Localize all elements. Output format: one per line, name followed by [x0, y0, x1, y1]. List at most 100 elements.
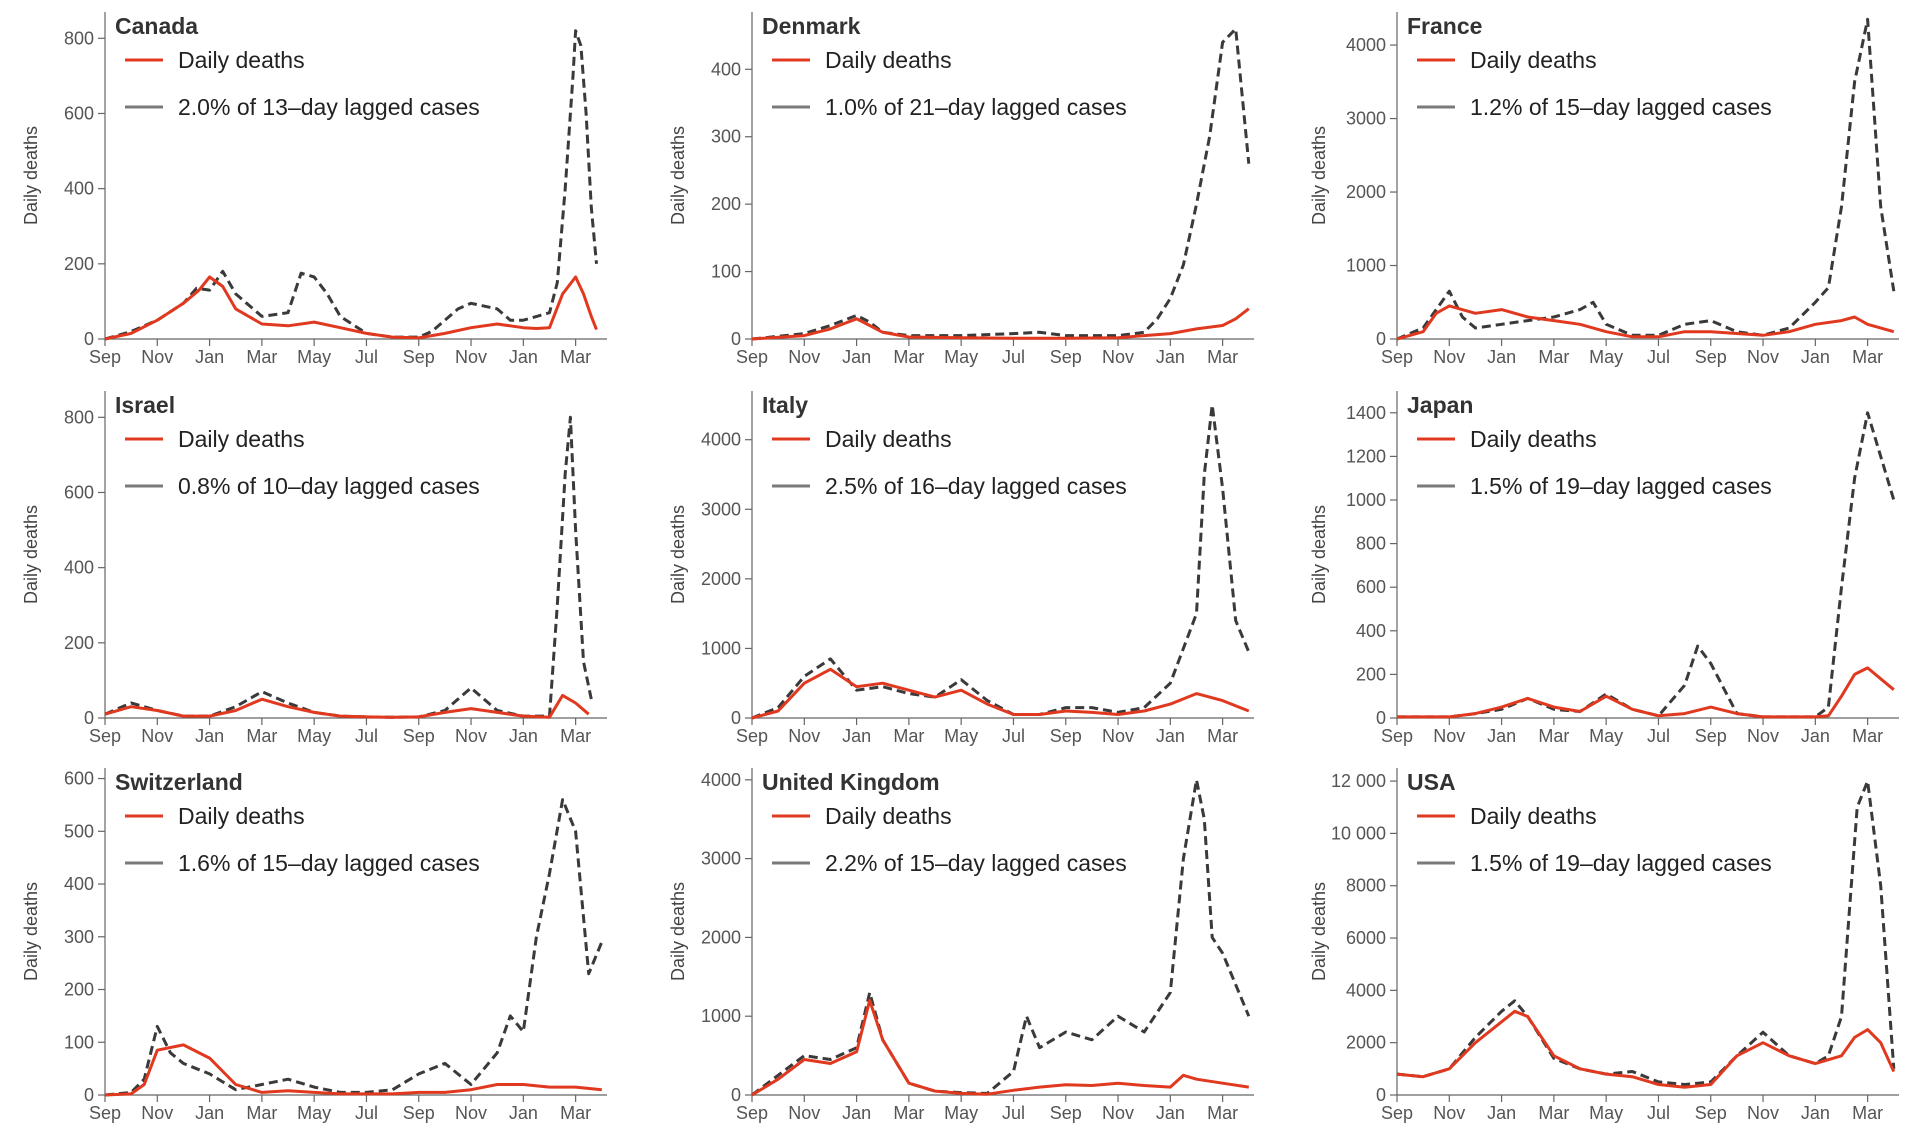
panel-title: Canada: [115, 13, 198, 39]
series-daily-deaths: [1397, 666, 1895, 719]
x-tick-label: Sep: [1695, 726, 1727, 746]
y-tick-label: 200: [711, 194, 741, 214]
panel-title: United Kingdom: [762, 769, 940, 795]
y-axis-label: Daily deaths: [21, 505, 41, 604]
x-tick-label: Jul: [355, 347, 378, 367]
x-tick-label: Nov: [1747, 726, 1779, 746]
legend-label-cases: 1.5% of 19–day lagged cases: [1470, 850, 1772, 876]
x-tick-label: Nov: [1747, 347, 1779, 367]
series-lagged-cases: [1397, 411, 1896, 719]
x-tick-label: Nov: [1102, 347, 1134, 367]
x-tick-label: Nov: [1102, 726, 1134, 746]
panel-usa: 0 2000 4000 6000 8000 10 000 12 000 Sep Nov Jan Ma…: [1309, 768, 1899, 1123]
y-tick-label: 500: [64, 821, 94, 841]
x-tick-label: Nov: [455, 1103, 487, 1123]
y-tick-label: 4000: [1346, 35, 1386, 55]
y-tick-label: 600: [64, 103, 94, 123]
y-tick-label: 300: [64, 927, 94, 947]
x-tick-label: May: [1589, 1103, 1623, 1123]
series-daily-deaths: [104, 693, 590, 719]
x-tick-label: Mar: [1852, 1103, 1883, 1123]
y-tick-label: 6000: [1346, 928, 1386, 948]
x-tick-label: Mar: [246, 1103, 277, 1123]
legend-label-cases: 1.5% of 19–day lagged cases: [1470, 473, 1772, 499]
x-tick-label: Mar: [1207, 1103, 1238, 1123]
y-tick-label: 3000: [701, 499, 741, 519]
x-tick-label: Mar: [893, 726, 924, 746]
y-tick-label: 200: [64, 254, 94, 274]
x-tick-label: May: [1589, 347, 1623, 367]
series-daily-deaths: [751, 998, 1250, 1097]
legend-label-deaths: Daily deaths: [825, 47, 952, 73]
legend-label-cases: 2.0% of 13–day lagged cases: [178, 94, 480, 120]
x-tick-label: Mar: [560, 347, 591, 367]
x-tick-label: Nov: [788, 1103, 820, 1123]
legend-label-deaths: Daily deaths: [1470, 803, 1597, 829]
panel-title: Japan: [1407, 392, 1473, 418]
x-tick-label: Mar: [1207, 347, 1238, 367]
y-tick-label: 1000: [701, 1006, 741, 1026]
series-daily-deaths: [104, 1043, 602, 1097]
series-daily-deaths: [1396, 304, 1895, 341]
panel-title: Denmark: [762, 13, 861, 39]
y-tick-label: 0: [84, 329, 94, 349]
x-tick-label: Mar: [1852, 347, 1883, 367]
x-tick-label: Mar: [1207, 726, 1238, 746]
series-daily-deaths: [1396, 1009, 1896, 1089]
y-tick-label: 600: [1356, 577, 1386, 597]
y-axis-label: Daily deaths: [668, 505, 688, 604]
y-tick-label: 4000: [701, 770, 741, 790]
series-lagged-cases: [1396, 779, 1896, 1086]
y-tick-label: 400: [64, 558, 94, 578]
x-tick-label: Nov: [1433, 1103, 1465, 1123]
y-tick-label: 1000: [701, 638, 741, 658]
series-lagged-cases: [104, 415, 593, 719]
legend-label-deaths: Daily deaths: [1470, 47, 1597, 73]
x-tick-label: Mar: [1852, 726, 1883, 746]
y-tick-label: 400: [64, 179, 94, 199]
x-tick-label: Jan: [1801, 726, 1830, 746]
x-tick-label: Jan: [1487, 726, 1516, 746]
y-tick-label: 600: [64, 482, 94, 502]
panel-title: USA: [1407, 769, 1456, 795]
legend-label-cases: 1.2% of 15–day lagged cases: [1470, 94, 1772, 120]
x-tick-label: Sep: [403, 726, 435, 746]
y-tick-label: 0: [731, 1085, 741, 1105]
x-tick-label: Mar: [560, 1103, 591, 1123]
panel-france: 0 1000 2000 3000 4000 Sep Nov Jan Mar May Jul Sep No…: [1309, 12, 1899, 367]
y-tick-label: 100: [711, 262, 741, 282]
x-tick-label: Nov: [455, 726, 487, 746]
x-tick-label: Sep: [1050, 1103, 1082, 1123]
y-tick-label: 0: [1376, 329, 1386, 349]
legend-label-deaths: Daily deaths: [825, 803, 952, 829]
x-tick-label: Mar: [246, 347, 277, 367]
x-tick-label: Mar: [560, 726, 591, 746]
y-tick-label: 200: [64, 980, 94, 1000]
x-tick-label: Mar: [1538, 347, 1569, 367]
y-tick-label: 10 000: [1331, 823, 1386, 843]
x-tick-label: May: [944, 726, 978, 746]
x-tick-label: Sep: [1050, 347, 1082, 367]
panel-title: Italy: [762, 392, 808, 418]
x-tick-label: Nov: [1747, 1103, 1779, 1123]
y-axis-label: Daily deaths: [668, 882, 688, 981]
x-tick-label: Mar: [1538, 726, 1569, 746]
series-daily-deaths: [751, 667, 1250, 720]
x-tick-label: Jan: [842, 347, 871, 367]
series-daily-deaths: [751, 307, 1250, 341]
y-axis-label: Daily deaths: [1309, 882, 1329, 981]
x-tick-label: May: [944, 1103, 978, 1123]
x-tick-label: Mar: [246, 726, 277, 746]
panel-israel: 0 200 400 600 800 Sep Nov Jan Mar May Jul Sep Nov Jan…: [21, 391, 607, 746]
panel-title: Switzerland: [115, 769, 243, 795]
x-tick-label: Nov: [1102, 1103, 1134, 1123]
y-tick-label: 0: [84, 1085, 94, 1105]
x-tick-label: Jan: [842, 726, 871, 746]
y-tick-label: 0: [1376, 1085, 1386, 1105]
y-tick-label: 4000: [701, 430, 741, 450]
x-tick-label: Nov: [788, 726, 820, 746]
y-axis-label: Daily deaths: [21, 126, 41, 225]
x-tick-label: Sep: [1695, 1103, 1727, 1123]
panel-japan: 0 200 400 600 800 1000 1200 1400 Sep Nov Jan Mar May…: [1309, 391, 1899, 746]
x-tick-label: Sep: [403, 347, 435, 367]
